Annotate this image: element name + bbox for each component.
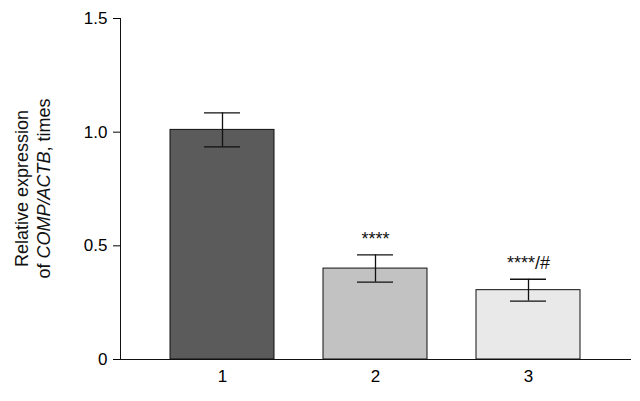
svg-text:****/#: ****/#: [507, 253, 550, 273]
svg-text:Relative expressionof COMP/ACT: Relative expressionof COMP/ACTB, times: [12, 98, 54, 278]
svg-text:****: ****: [361, 229, 389, 249]
svg-text:0.5: 0.5: [84, 236, 108, 255]
svg-text:3: 3: [524, 367, 533, 386]
svg-text:1.0: 1.0: [84, 123, 108, 142]
svg-text:2: 2: [371, 367, 380, 386]
svg-text:0: 0: [98, 350, 107, 369]
svg-text:1.5: 1.5: [84, 9, 108, 28]
svg-text:1: 1: [218, 367, 227, 386]
